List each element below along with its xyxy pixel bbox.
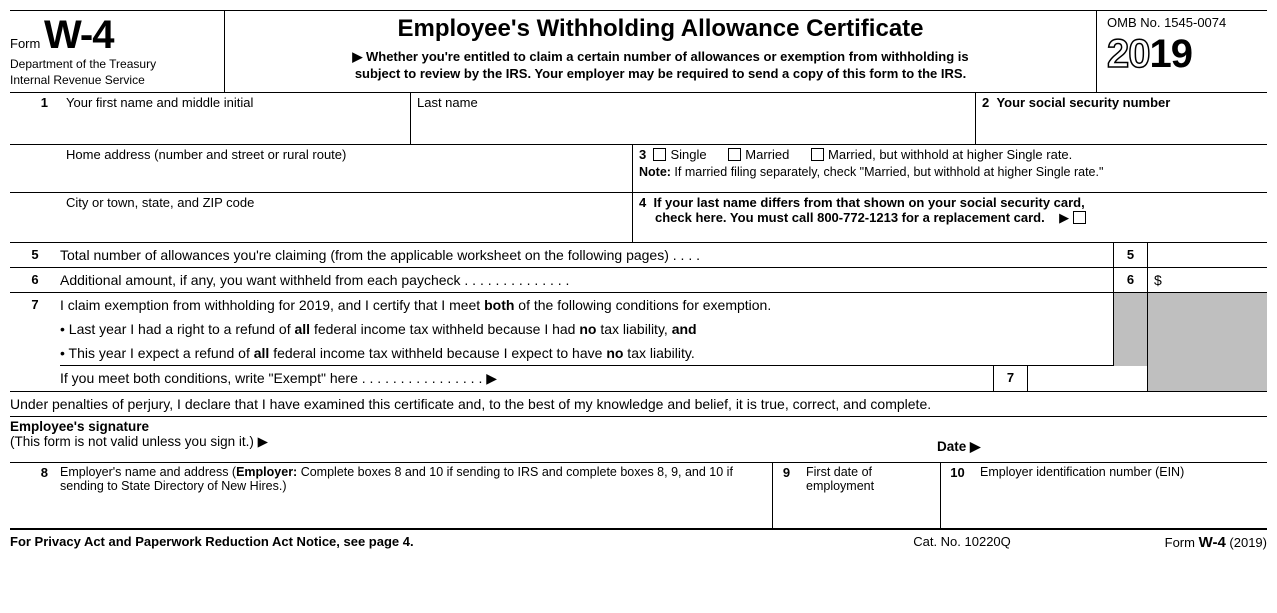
employer-name-field[interactable]: Employer's name and address (Employer: C… (60, 463, 772, 528)
penalty-statement: Under penalties of perjury, I declare th… (10, 392, 1267, 417)
first-date-label: First date of employment (806, 465, 874, 493)
form-word: Form (10, 36, 40, 51)
line-7-value[interactable] (1027, 366, 1147, 391)
footer-formref: Form W-4 (2019) (1087, 534, 1267, 551)
year-solid: 19 (1150, 32, 1193, 76)
line-7-bullet1: • Last year I had a right to a refund of… (60, 317, 1113, 341)
note-label: Note: (639, 165, 671, 179)
subtitle-line2: subject to review by the IRS. Your emplo… (355, 66, 966, 81)
header-center: Employee's Withholding Allowance Certifi… (225, 11, 1097, 92)
married-label: Married (745, 147, 789, 162)
checkbox-single[interactable] (653, 148, 666, 161)
form-footer: For Privacy Act and Paperwork Reduction … (10, 530, 1267, 551)
signature-note: (This form is not valid unless you sign … (10, 434, 268, 449)
first-name-label: Your first name and middle initial (66, 95, 253, 110)
ein-label: Employer identification number (EIN) (980, 465, 1184, 479)
date-label: Date ▶ (937, 439, 980, 454)
form-header: Form W-4 Department of the Treasury Inte… (10, 11, 1267, 93)
field-9-number: 9 (772, 463, 800, 528)
line-6-boxnum: 6 (1113, 268, 1147, 292)
namediff-line2: check here. You must call 800-772-1213 f… (655, 210, 1045, 225)
subtitle: ▶ Whether you're entitled to claim a cer… (233, 49, 1088, 83)
checkbox-married[interactable] (728, 148, 741, 161)
subtitle-line1: Whether you're entitled to claim a certa… (366, 49, 969, 64)
dept-line1: Department of the Treasury (10, 57, 218, 71)
address-field[interactable]: Home address (number and street or rural… (60, 145, 632, 192)
signature-row: Employee's signature (This form is not v… (10, 417, 1267, 463)
footer-catno: Cat. No. 10220Q (837, 534, 1087, 551)
employer-row: 8 Employer's name and address (Employer:… (10, 463, 1267, 529)
line-6-text: Additional amount, if any, you want with… (60, 268, 1113, 292)
first-name-field[interactable]: Your first name and middle initial (60, 93, 410, 144)
ssn-label: Your social security number (996, 95, 1170, 110)
signature-title: Employee's signature (10, 419, 149, 434)
line-7-block: 7 I claim exemption from withholding for… (10, 293, 1267, 392)
namediff-line1: If your last name differs from that show… (653, 195, 1084, 210)
line-6-num: 6 (10, 268, 60, 292)
footer-notice: For Privacy Act and Paperwork Reduction … (10, 534, 837, 551)
field-8-number: 8 (10, 463, 60, 528)
filing-status-block: 3 Single Married Married, but withhold a… (632, 145, 1267, 192)
line-7-exempt: If you meet both conditions, write "Exem… (60, 366, 993, 391)
dollar-sign: $ (1154, 272, 1162, 288)
line-5-num: 5 (10, 243, 60, 267)
form-code: W-4 (44, 13, 114, 57)
row-name-ssn: 1 Your first name and middle initial Las… (10, 93, 1267, 145)
checkbox-name-diff[interactable] (1073, 211, 1086, 224)
line-7-bullet2: • This year I expect a refund of all fed… (60, 341, 1113, 366)
triangle-icon: ▶ (352, 49, 366, 64)
line-5-text: Total number of allowances you're claimi… (60, 243, 1113, 267)
first-date-field[interactable]: First date of employment (800, 463, 940, 528)
row-city-namediff: City or town, state, and ZIP code 4 If y… (10, 193, 1267, 243)
note-text: If married filing separately, check "Mar… (671, 165, 1103, 179)
tax-year: 2019 (1107, 34, 1267, 74)
last-name-field[interactable]: Last name (410, 93, 975, 144)
name-diff-block: 4 If your last name differs from that sh… (632, 193, 1267, 242)
line-5-value[interactable] (1147, 243, 1267, 267)
checkbox-married-high[interactable] (811, 148, 824, 161)
ein-field[interactable]: Employer identification number (EIN) (974, 463, 1267, 528)
line-5-boxnum: 5 (1113, 243, 1147, 267)
row-address-filing: Home address (number and street or rural… (10, 145, 1267, 193)
form-title: Employee's Withholding Allowance Certifi… (233, 15, 1088, 43)
filing-note: Note: If married filing separately, chec… (639, 165, 1261, 179)
line-7-boxnum: 7 (993, 366, 1027, 391)
year-outline: 20 (1107, 32, 1150, 76)
form-w4: Form W-4 Department of the Treasury Inte… (10, 10, 1267, 530)
signature-field[interactable]: Employee's signature (This form is not v… (10, 417, 937, 462)
field-3-number: 3 (639, 147, 646, 162)
married-high-label: Married, but withhold at higher Single r… (828, 147, 1072, 162)
field-10-number: 10 (940, 463, 974, 528)
line-6: 6 Additional amount, if any, you want wi… (10, 268, 1267, 293)
omb-number: OMB No. 1545-0074 (1107, 15, 1267, 30)
line-6-value[interactable]: $ (1147, 268, 1267, 292)
line-7-num: 7 (10, 293, 60, 317)
city-field[interactable]: City or town, state, and ZIP code (60, 193, 632, 242)
dept-line2: Internal Revenue Service (10, 73, 218, 87)
header-left: Form W-4 Department of the Treasury Inte… (10, 11, 225, 92)
ssn-field[interactable]: 2 Your social security number (975, 93, 1267, 144)
header-right: OMB No. 1545-0074 2019 (1097, 11, 1267, 92)
single-label: Single (670, 147, 706, 162)
date-field[interactable]: Date ▶ (937, 417, 1267, 462)
city-label: City or town, state, and ZIP code (66, 195, 254, 210)
field-4-number: 4 (639, 195, 646, 210)
line-7-intro: I claim exemption from withholding for 2… (60, 293, 1113, 317)
field-2-number: 2 (982, 95, 989, 110)
line-5: 5 Total number of allowances you're clai… (10, 243, 1267, 268)
last-name-label: Last name (417, 95, 478, 110)
address-label: Home address (number and street or rural… (66, 147, 346, 162)
field-1-number: 1 (10, 93, 60, 144)
